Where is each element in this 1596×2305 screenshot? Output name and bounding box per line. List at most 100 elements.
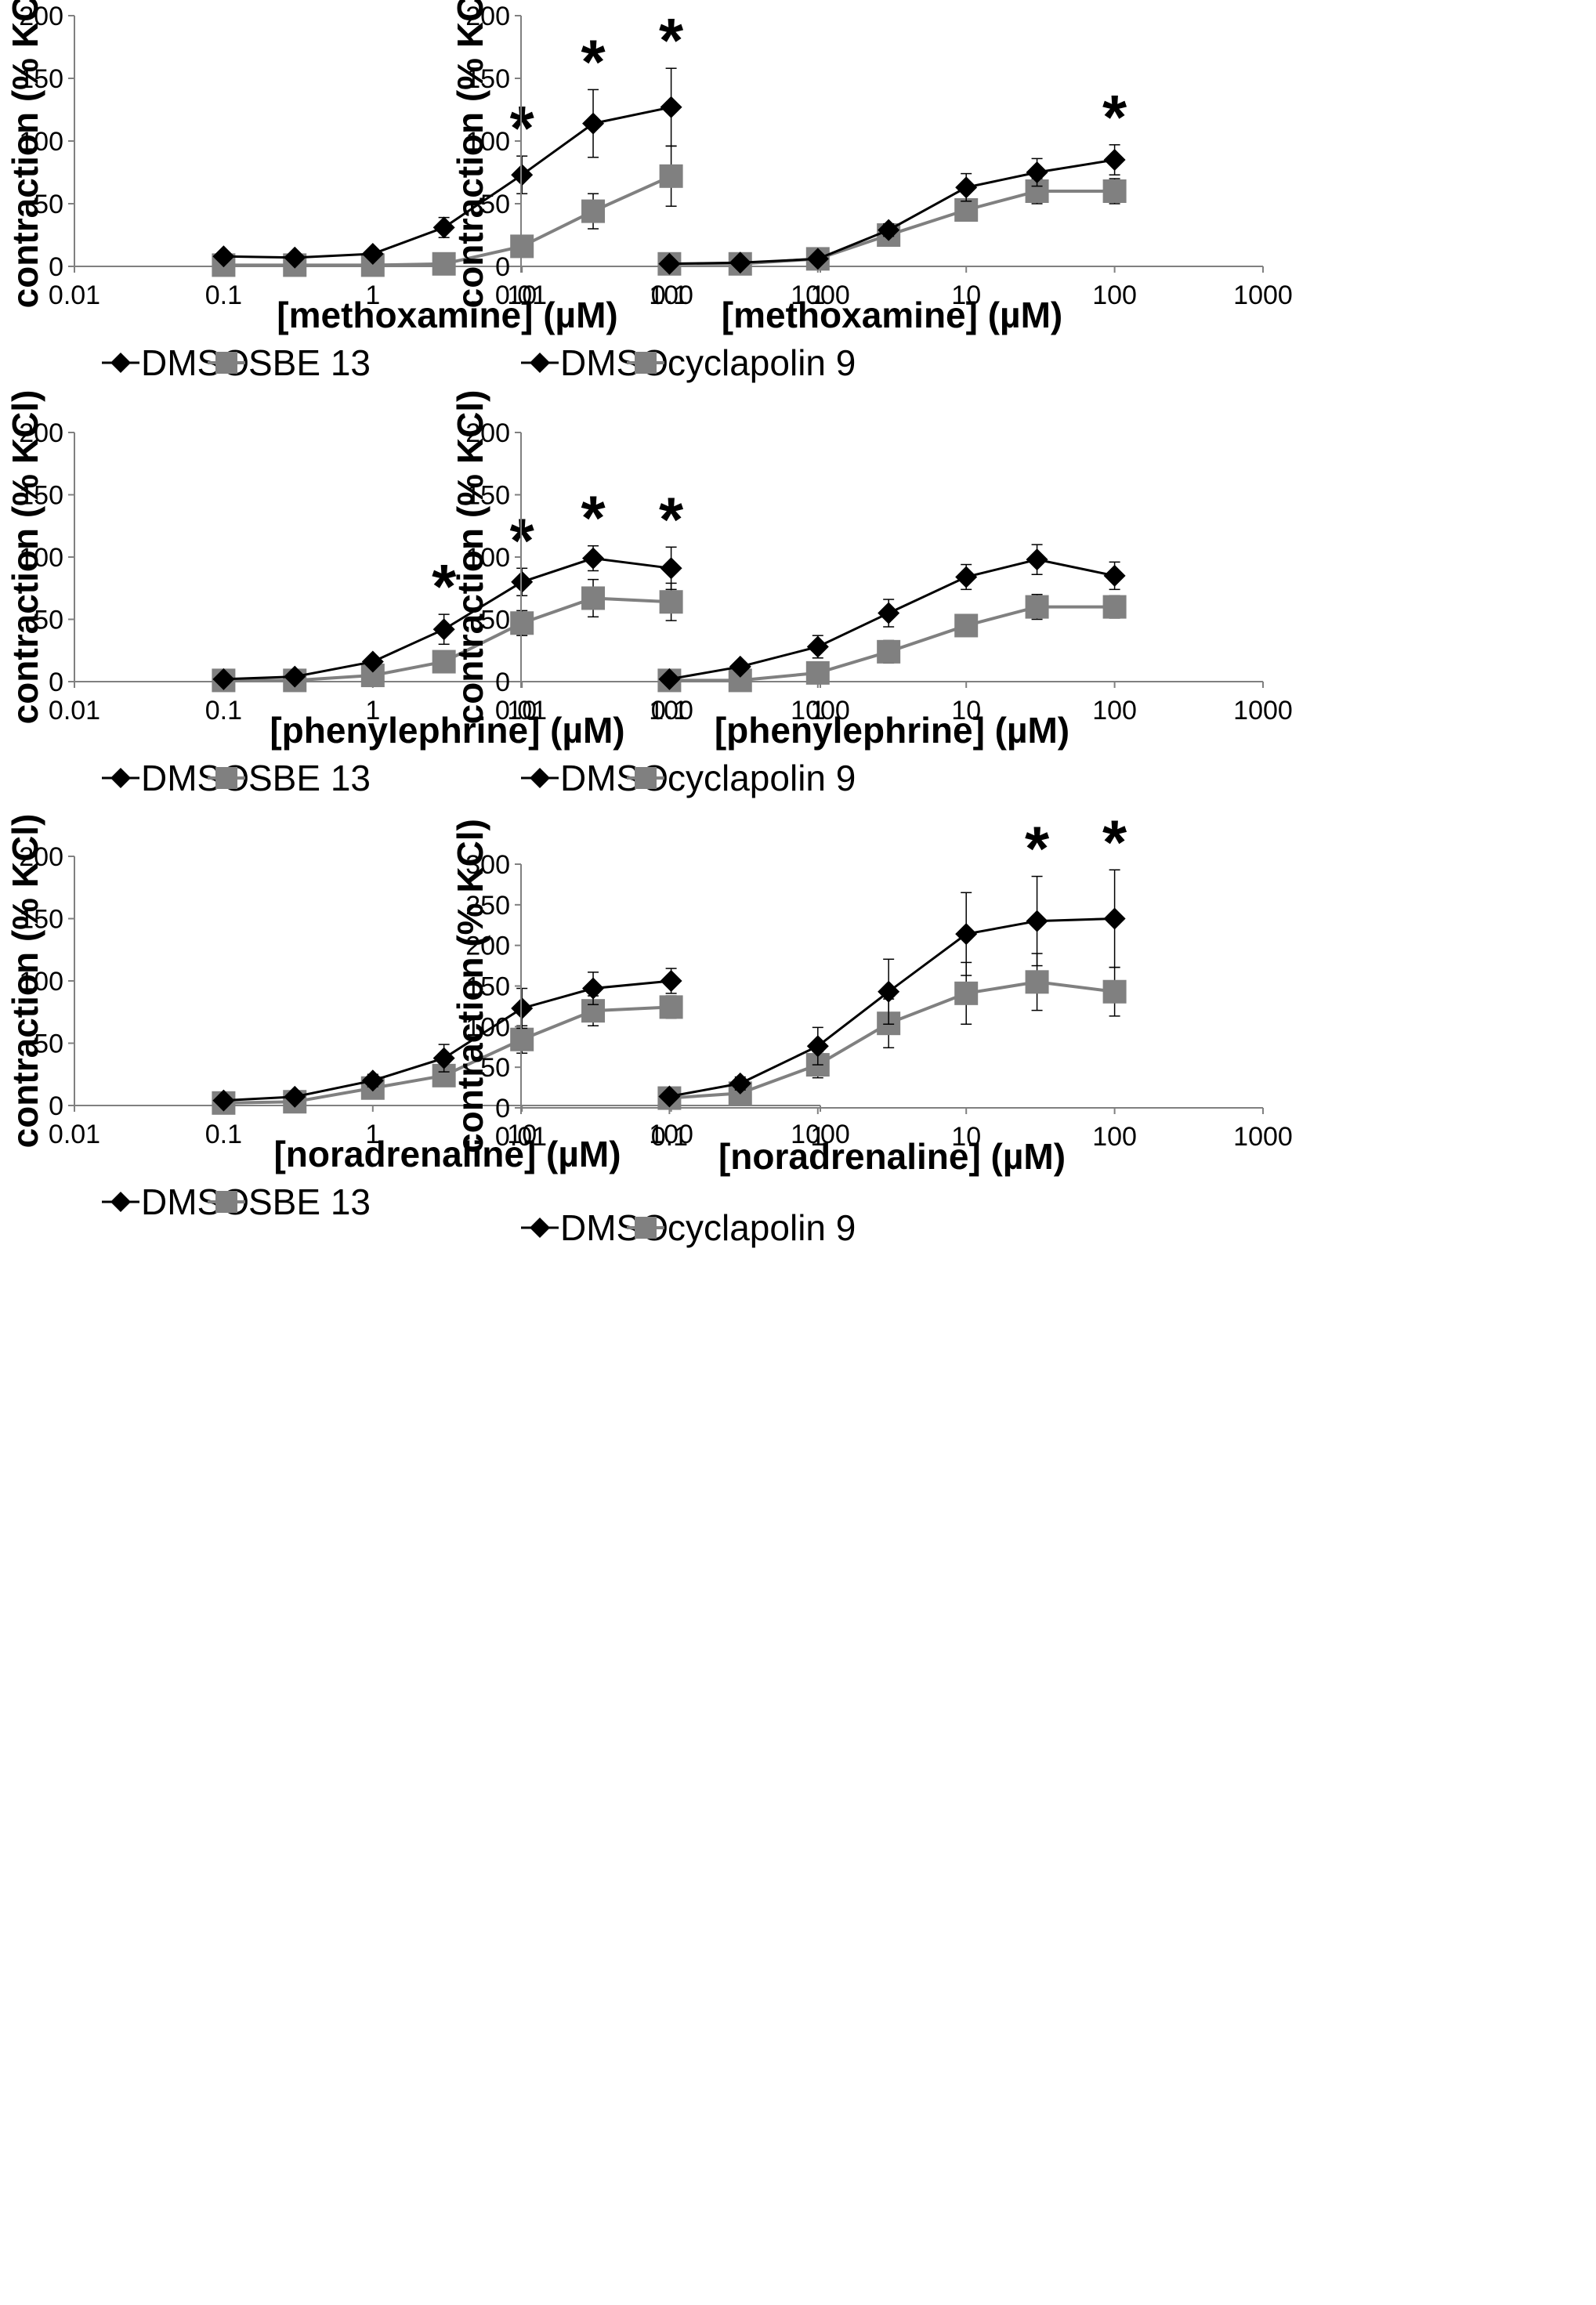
series-dmso xyxy=(212,545,682,690)
legend-marker-square xyxy=(215,767,237,789)
data-point-diamond xyxy=(1103,564,1126,587)
data-point-square xyxy=(659,164,683,188)
x-tick-label: 0.1 xyxy=(205,1120,242,1149)
x-tick-label: 0.01 xyxy=(495,1122,547,1152)
y-tick-label: 150 xyxy=(465,481,510,511)
y-tick-label: 50 xyxy=(34,606,63,635)
y-axis-title: contraction (% KCl) xyxy=(5,0,45,308)
y-tick-label: 0 xyxy=(49,252,63,282)
significance-asterisk: * xyxy=(432,552,457,621)
data-point-diamond xyxy=(806,1035,829,1058)
legend-label-treatment: cyclapolin 9 xyxy=(668,758,856,798)
data-point-diamond xyxy=(582,547,605,570)
legend-marker-square xyxy=(215,1191,237,1213)
data-point-square xyxy=(1025,970,1049,994)
y-tick-label: 50 xyxy=(480,1053,510,1083)
legend-marker-diamond xyxy=(110,768,131,788)
y-tick-label: 200 xyxy=(19,418,63,448)
data-point-square xyxy=(659,590,683,614)
data-point-diamond xyxy=(660,557,682,580)
x-tick-label: 1000 xyxy=(791,280,850,310)
data-point-square xyxy=(954,981,979,1005)
y-tick-label: 50 xyxy=(480,606,510,635)
y-tick-label: 0 xyxy=(495,1094,510,1124)
x-tick-label: 1 xyxy=(810,696,825,726)
significance-asterisk: * xyxy=(659,484,684,554)
legend-marker-diamond xyxy=(530,1218,550,1238)
legend-marker-square xyxy=(635,352,657,374)
data-point-diamond xyxy=(729,655,751,678)
x-tick-label: 1000 xyxy=(1233,1122,1293,1152)
y-axis-title: contraction (% KCl) xyxy=(450,0,490,308)
y-tick-label: 200 xyxy=(465,2,510,31)
y-tick-label: 150 xyxy=(19,64,63,94)
y-axis-title: contraction (% KCl) xyxy=(5,390,45,725)
data-point-diamond xyxy=(806,248,829,270)
data-point-diamond xyxy=(284,1085,306,1108)
series-line xyxy=(669,158,1115,266)
data-point-diamond xyxy=(955,566,978,588)
data-point-diamond xyxy=(1103,907,1126,930)
x-tick-label: 0.01 xyxy=(49,696,100,726)
data-point-diamond xyxy=(212,245,235,268)
data-point-diamond xyxy=(955,176,978,199)
y-tick-label: 50 xyxy=(34,190,63,219)
data-point-diamond xyxy=(660,970,682,992)
data-point-diamond xyxy=(1026,548,1048,571)
x-axis-title: [phenylephrine] (µM) xyxy=(270,710,624,751)
x-axis-title: [methoxamine] (µM) xyxy=(277,295,617,335)
x-tick-label: 0.1 xyxy=(205,696,242,726)
data-point-diamond xyxy=(878,980,900,1003)
legend-marker-square xyxy=(215,352,237,374)
y-axis-title: contraction (% KCl) xyxy=(450,819,490,1153)
x-tick-label: 1000 xyxy=(1233,696,1293,726)
y-tick-label: 200 xyxy=(465,418,510,448)
y-tick-label: 200 xyxy=(19,842,63,872)
x-tick-label: 100 xyxy=(1092,696,1137,726)
y-axis-title: contraction (% KCl) xyxy=(5,814,45,1149)
x-tick-label: 1 xyxy=(365,696,380,726)
data-point-diamond xyxy=(878,602,900,624)
significance-asterisk: * xyxy=(1102,807,1127,877)
data-point-diamond xyxy=(212,1089,235,1112)
x-tick-label: 100 xyxy=(1092,1122,1137,1152)
data-point-square xyxy=(432,251,456,276)
legend: DMSO cyclapolin 9 xyxy=(521,758,856,798)
legend-label-treatment: SBE 13 xyxy=(248,1181,371,1222)
legend-marker-square xyxy=(635,1217,657,1239)
y-tick-label: 300 xyxy=(465,850,510,880)
significance-asterisk: * xyxy=(1102,82,1127,152)
y-tick-label: 150 xyxy=(465,64,510,94)
x-tick-label: 100 xyxy=(1092,280,1137,310)
y-tick-label: 100 xyxy=(19,127,63,157)
data-point-square xyxy=(581,586,606,610)
legend-label-treatment: cyclapolin 9 xyxy=(668,1207,856,1248)
y-tick-label: 0 xyxy=(495,668,510,697)
series-dmso xyxy=(658,544,1126,690)
y-tick-label: 50 xyxy=(480,190,510,219)
y-tick-label: 150 xyxy=(19,481,63,511)
legend: DMSO cyclapolin 9 xyxy=(521,1207,856,1248)
data-point-diamond xyxy=(361,650,384,673)
legend-label-treatment: cyclapolin 9 xyxy=(668,342,856,383)
x-axis-title: [noradrenaline] (µM) xyxy=(718,1136,1066,1177)
data-point-square xyxy=(954,198,979,222)
data-point-diamond xyxy=(658,1085,681,1108)
data-point-square xyxy=(805,660,830,685)
legend-marker-square xyxy=(635,767,657,789)
y-tick-label: 100 xyxy=(19,967,63,997)
x-axis-title: [noradrenaline] (µM) xyxy=(273,1134,621,1174)
legend-marker-diamond xyxy=(110,353,131,373)
series-treatment xyxy=(657,593,1127,693)
data-point-diamond xyxy=(729,1072,751,1095)
legend-marker-diamond xyxy=(530,768,550,788)
data-point-diamond xyxy=(511,570,534,593)
data-point-diamond xyxy=(511,997,534,1019)
x-axis-title: [phenylephrine] (µM) xyxy=(715,710,1069,751)
y-tick-label: 150 xyxy=(465,972,510,1002)
data-point-square xyxy=(510,611,534,635)
data-point-square xyxy=(581,199,606,223)
x-tick-label: 0.1 xyxy=(651,1122,688,1152)
